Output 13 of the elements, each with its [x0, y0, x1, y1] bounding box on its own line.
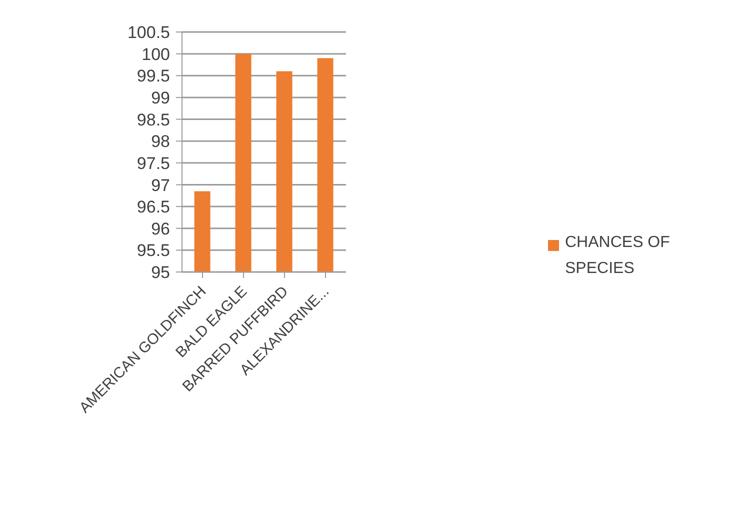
y-tick-label: 99	[151, 88, 170, 108]
legend-label: CHANCES OF SPECIES	[565, 233, 671, 279]
y-tick-label: 100.5	[127, 23, 170, 42]
y-tick-label: 99.5	[136, 66, 170, 86]
y-tick-label: 95	[151, 263, 170, 282]
y-tick-label: 100	[142, 44, 170, 64]
y-tick-label: 96.5	[136, 198, 170, 217]
y-tick-label: 97	[151, 176, 170, 195]
y-tick-label: 98.5	[136, 110, 170, 130]
y-tick-label: 95.5	[136, 241, 170, 260]
y-tick-label: 96	[151, 219, 170, 238]
y-tick-label: 97.5	[136, 154, 170, 173]
y-tick-label: 98	[151, 132, 170, 152]
